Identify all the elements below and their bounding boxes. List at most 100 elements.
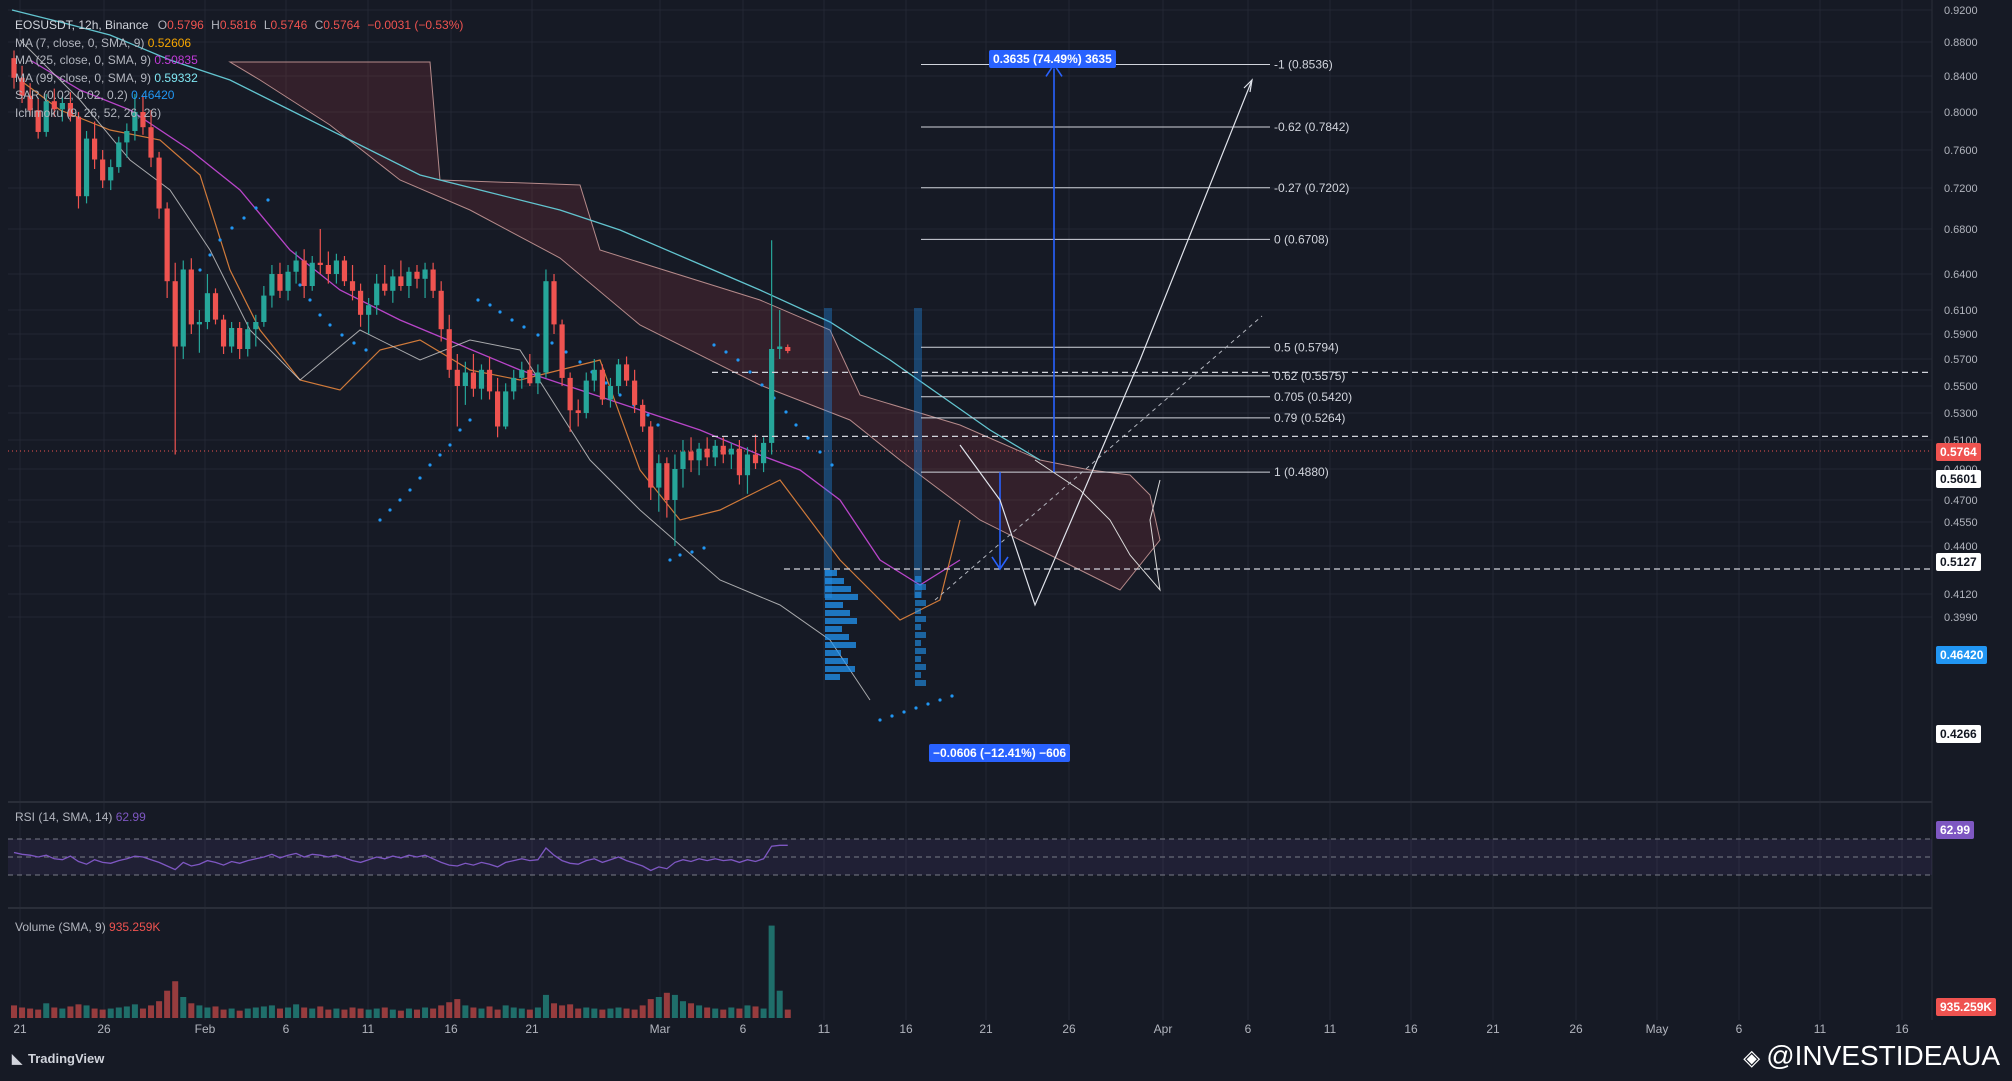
volume-profile-bar xyxy=(915,632,926,638)
sar-dot xyxy=(550,341,554,345)
tradingview-logo[interactable]: ◣ TradingView xyxy=(12,1051,104,1067)
sar-dot xyxy=(428,463,432,467)
indicator-ma25[interactable]: MA (25, close, 0, SMA, 9) 0.50835 xyxy=(15,52,463,70)
volume-bar xyxy=(252,1007,259,1018)
volume-legend[interactable]: Volume (SMA, 9) 935.259K xyxy=(15,920,160,934)
volume-bar xyxy=(655,997,662,1018)
volume-profile-column xyxy=(914,308,922,598)
candle-body xyxy=(325,265,331,274)
volume-profile-bar xyxy=(915,672,921,678)
last-price-tag: 0.5764 xyxy=(1936,443,1981,461)
volume-bar xyxy=(768,925,775,1018)
candle-body xyxy=(285,271,291,291)
rsi-pane: 40.00 xyxy=(8,838,1972,876)
volume-bar xyxy=(115,1007,122,1018)
sar-dot xyxy=(230,226,234,230)
volume-profile-bar xyxy=(915,608,921,614)
indicator-value: 0.46420 xyxy=(131,88,175,102)
rsi-legend[interactable]: RSI (14, SMA, 14) 62.99 xyxy=(15,810,146,824)
time-axis-tick: 6 xyxy=(283,1022,290,1036)
volume-bar xyxy=(341,1009,348,1018)
rsi-price-tag: 62.99 xyxy=(1936,821,1975,839)
parabolic-sar xyxy=(198,198,954,722)
sar-dot xyxy=(890,714,894,718)
time-axis[interactable]: 21 26 Feb 6 11 16 21 Mar 6 11 16 21 26 Apr 6 11 16 21 26 Ma… xyxy=(0,1020,2012,1076)
measure-down-label[interactable]: −0.0606 (−12.41%) −606 xyxy=(929,744,1071,762)
candle-body xyxy=(333,260,339,274)
drawings[interactable]: -1 (0.8536) -0.62 (0.7842) -0.27 (0.7202) 0… xyxy=(712,57,1932,686)
indicator-ichimoku[interactable]: Ichimoku (9, 26, 52, 26, 26) xyxy=(15,105,463,123)
candle-body xyxy=(777,346,783,349)
sar-dot xyxy=(536,333,540,337)
candle-body xyxy=(212,293,219,320)
time-axis-tick: May xyxy=(1646,1022,1669,1036)
price-axis-tick: 0.5300 xyxy=(1944,408,1978,420)
volume-bar xyxy=(91,1008,98,1018)
price-axis-tick: 0.4700 xyxy=(1944,495,1978,507)
candle-body xyxy=(148,127,154,158)
volume-bar xyxy=(478,1008,485,1018)
volume-bar xyxy=(11,1005,17,1018)
indicator-label: MA (7, close, 0, SMA, 9) xyxy=(15,35,145,50)
indicator-label: Ichimoku (9, 26, 52, 26, 26) xyxy=(15,105,162,120)
sar-dot xyxy=(914,706,918,710)
volume-bar xyxy=(301,1007,308,1018)
sar-dot xyxy=(498,310,502,314)
volume-bar xyxy=(736,1008,743,1018)
candle-body xyxy=(140,112,146,128)
symbol-name[interactable]: EOSUSDT, 12h, Binance xyxy=(15,18,149,32)
volume-bar xyxy=(180,997,187,1018)
volume-profile-bar xyxy=(825,618,857,624)
volume-profile-bar xyxy=(915,640,921,646)
price-axis-tick: 0.7600 xyxy=(1944,145,1978,157)
volume-bar xyxy=(518,1008,525,1018)
sar-dot xyxy=(438,453,442,457)
price-axis-tick: 0.4120 xyxy=(1944,589,1978,601)
candle-body xyxy=(599,369,605,400)
candle-body xyxy=(607,386,614,400)
candle-body xyxy=(108,167,114,181)
ohlc-open-label: O xyxy=(157,18,168,32)
price-axis[interactable]: 0.9200 0.8800 0.8400 0.8000 0.7600 0.7200 0.68… xyxy=(1933,0,2012,1040)
volume-bar xyxy=(728,1007,735,1018)
measure-up-label[interactable]: 0.3635 (74.49%) 3635 xyxy=(989,50,1116,68)
fib-level-label: 0.5 (0.5794) xyxy=(1274,340,1339,354)
sar-dot xyxy=(724,350,728,354)
symbol-line[interactable]: EOSUSDT, 12h, Binance O0.5796 H0.5816 L0… xyxy=(15,17,463,35)
candle-body xyxy=(430,269,436,291)
volume-bar xyxy=(260,1006,267,1018)
volume-profile-column xyxy=(824,308,832,598)
candle-body xyxy=(543,281,549,373)
volume-bar xyxy=(414,1009,420,1018)
candle-body xyxy=(495,391,501,427)
candle-body xyxy=(632,380,638,405)
volume-bar xyxy=(663,992,670,1018)
candle-body xyxy=(680,451,686,469)
sar-dot xyxy=(448,443,452,447)
volume-bar xyxy=(623,1008,630,1018)
candle-body xyxy=(736,448,742,476)
volume-bar xyxy=(438,1005,445,1018)
cloud-area xyxy=(228,61,1161,591)
candle-body xyxy=(672,469,678,500)
candle-body xyxy=(406,271,412,286)
candle-body xyxy=(196,322,202,325)
sar-dot xyxy=(318,313,322,317)
time-axis-tick: 21 xyxy=(1486,1022,1500,1036)
indicator-sar[interactable]: SAR (0.02, 0.02, 0.2) 0.46420 xyxy=(15,87,463,105)
indicator-value: 0.52606 xyxy=(147,35,192,50)
indicator-ma7[interactable]: MA (7, close, 0, SMA, 9) 0.52606 xyxy=(15,35,463,53)
author-handle: ◈ @INVESTIDEAUA xyxy=(1743,1040,2000,1072)
sar-dot xyxy=(760,383,764,387)
sar-dot xyxy=(458,428,462,432)
volume-profile-bar xyxy=(825,578,844,584)
volume-bar xyxy=(502,1005,509,1018)
indicator-ma99[interactable]: MA (99, close, 0, SMA, 9) 0.59332 xyxy=(15,70,463,88)
volume-bar xyxy=(59,1008,66,1018)
sar-dot xyxy=(678,553,682,557)
sar-dot xyxy=(208,253,212,257)
candle-body xyxy=(11,58,17,78)
sar-dot xyxy=(488,303,492,307)
